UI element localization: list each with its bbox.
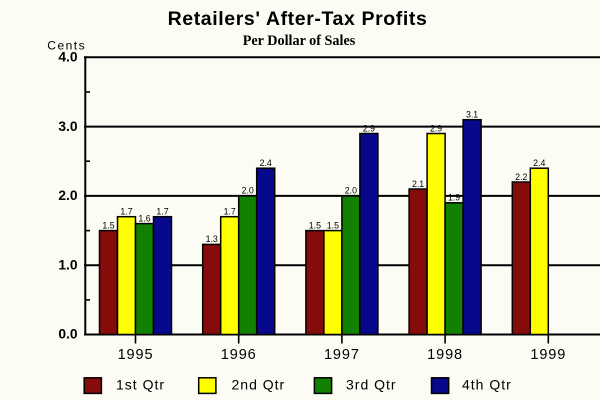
svg-text:1.9: 1.9 bbox=[448, 193, 460, 203]
svg-text:1998: 1998 bbox=[427, 347, 463, 363]
svg-text:1.7: 1.7 bbox=[120, 207, 132, 217]
svg-text:Retailers' After-Tax Profits: Retailers' After-Tax Profits bbox=[168, 8, 428, 30]
svg-text:1.7: 1.7 bbox=[224, 207, 236, 217]
svg-text:3.1: 3.1 bbox=[466, 110, 478, 120]
svg-text:1997: 1997 bbox=[324, 347, 360, 363]
svg-text:3.0: 3.0 bbox=[58, 119, 78, 134]
svg-text:2nd Qtr: 2nd Qtr bbox=[232, 376, 286, 392]
svg-text:2.0: 2.0 bbox=[345, 186, 357, 196]
svg-text:2.2: 2.2 bbox=[515, 172, 527, 182]
svg-text:1999: 1999 bbox=[530, 347, 566, 363]
svg-text:3rd Qtr: 3rd Qtr bbox=[346, 376, 397, 392]
svg-text:Per Dollar of Sales: Per Dollar of Sales bbox=[243, 33, 356, 49]
svg-text:2.9: 2.9 bbox=[430, 123, 442, 133]
svg-text:1995: 1995 bbox=[118, 347, 154, 363]
svg-text:1.5: 1.5 bbox=[327, 220, 339, 230]
svg-text:2.4: 2.4 bbox=[260, 158, 272, 168]
svg-text:4.0: 4.0 bbox=[58, 50, 78, 65]
svg-text:2.0: 2.0 bbox=[242, 186, 254, 196]
svg-text:4th Qtr: 4th Qtr bbox=[462, 376, 512, 392]
svg-text:2.0: 2.0 bbox=[58, 188, 78, 203]
svg-text:1.3: 1.3 bbox=[206, 234, 218, 244]
svg-text:Cents: Cents bbox=[47, 39, 86, 53]
svg-text:1.0: 1.0 bbox=[58, 257, 78, 272]
svg-text:1996: 1996 bbox=[221, 347, 257, 363]
svg-text:1.7: 1.7 bbox=[156, 207, 168, 217]
svg-text:0.0: 0.0 bbox=[58, 327, 78, 342]
svg-text:2.9: 2.9 bbox=[363, 123, 375, 133]
svg-text:1.6: 1.6 bbox=[138, 213, 150, 223]
svg-text:1.5: 1.5 bbox=[102, 220, 114, 230]
svg-text:1.5: 1.5 bbox=[309, 220, 321, 230]
svg-text:1st Qtr: 1st Qtr bbox=[116, 376, 165, 392]
svg-text:2.4: 2.4 bbox=[533, 158, 545, 168]
svg-text:2.1: 2.1 bbox=[412, 179, 424, 189]
